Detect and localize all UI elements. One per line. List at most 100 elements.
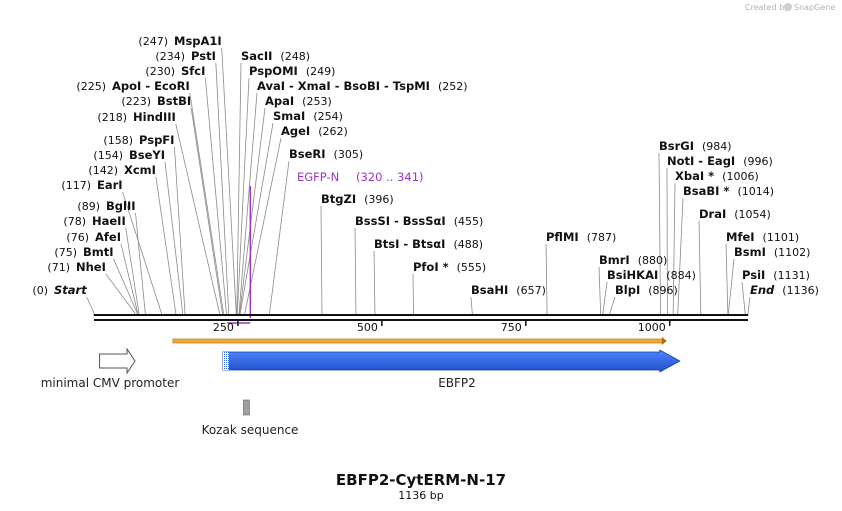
site-name-eari: EarI [97, 178, 123, 192]
site-apai[interactable]: ApaI (253) [265, 94, 332, 108]
site-leader-bseyi [164, 161, 184, 314]
site-name-pspomi: PspOMI [249, 64, 298, 78]
site-apoi[interactable]: ApoI - EcoRI (225) [76, 79, 189, 93]
site-pos-bstbi: (223) [121, 95, 151, 108]
site-pos-bsrgi: (984) [702, 140, 732, 153]
site-bsmi[interactable]: BsmI (1102) [734, 245, 810, 259]
feature-label-cmv: minimal CMV promoter [41, 376, 180, 390]
site-mspa1i[interactable]: MspA1I (247) [138, 34, 221, 48]
site-leader-apoi [189, 92, 224, 314]
snapgene-credit: Created by SnapGene [745, 3, 835, 12]
site-nhei[interactable]: NheI (71) [47, 260, 105, 274]
site-bmri[interactable]: BmrI (880) [599, 253, 667, 267]
site-name-psti: PstI [191, 49, 216, 63]
site-leader-hindiii [175, 123, 220, 314]
site-bglii[interactable]: BglII (89) [77, 199, 135, 213]
site-bsrgi[interactable]: BsrGI (984) [659, 139, 732, 153]
promoter-arrow-icon [99, 347, 136, 375]
credit-prefix: Created by [745, 3, 789, 12]
site-bseri[interactable]: BseRI (305) [289, 147, 363, 161]
site-name-bsahi: BsaHI [471, 283, 508, 297]
site-pos-end: (1136) [782, 284, 819, 297]
site-drai[interactable]: DraI (1054) [699, 207, 771, 221]
site-name-bseri: BseRI [289, 147, 326, 161]
site-bsihkai[interactable]: BsiHKAI (884) [607, 268, 696, 282]
site-afei[interactable]: AfeI (76) [66, 230, 121, 244]
site-leader-eari [122, 191, 162, 314]
site-pspfi[interactable]: PspFI (158) [103, 133, 174, 147]
axis-ticks: 250 500 750 1000 [213, 320, 671, 334]
site-btsi[interactable]: BtsI - BtsαI (488) [374, 237, 483, 251]
site-eari[interactable]: EarI (117) [61, 178, 122, 192]
site-pfoi[interactable]: PfoI * (555) [413, 260, 486, 274]
orf-bar[interactable] [172, 337, 667, 345]
feature-ebfp2[interactable]: EBFP2 [222, 349, 681, 390]
site-name-pflmi: PflMI [546, 230, 579, 244]
site-xbai[interactable]: XbaI * (1006) [675, 169, 759, 183]
site-name-pfoi: PfoI * [413, 260, 449, 274]
site-name-mfei: MfeI [726, 230, 755, 244]
site-bsabi[interactable]: BsaBI * (1014) [683, 184, 774, 198]
feature-cmv-promoter[interactable]: minimal CMV promoter [41, 347, 180, 390]
site-sacii[interactable]: SacII (248) [241, 49, 310, 63]
site-bsahi[interactable]: BsaHI (657) [471, 283, 546, 297]
site-btgzi[interactable]: BtgZI (396) [321, 192, 394, 206]
site-pos-bsihkai: (884) [666, 269, 696, 282]
site-leader-apai [239, 107, 266, 314]
site-agei[interactable]: AgeI (262) [281, 124, 348, 138]
primer-marker [227, 186, 252, 324]
site-pos-start: (0) [32, 284, 48, 297]
snapgene-logo-icon [784, 3, 792, 11]
site-end[interactable]: End (1136) [750, 283, 819, 297]
site-start[interactable]: Start (0) [32, 283, 87, 297]
site-leader-bsmi [728, 258, 735, 314]
site-avai[interactable]: AvaI - XmaI - BsoBI - TspMI (252) [257, 79, 468, 93]
axis-tick-label-500: 500 [357, 321, 378, 334]
feature-kozak[interactable]: Kozak sequence [202, 399, 299, 437]
site-pflmi[interactable]: PflMI (787) [546, 230, 616, 244]
site-pos-psii: (1131) [773, 269, 810, 282]
axis-tick-label-250: 250 [213, 321, 234, 334]
site-bseyi[interactable]: BseYI (154) [93, 148, 165, 162]
site-name-smai: SmaI [273, 109, 305, 123]
site-pos-xcmi: (142) [88, 164, 118, 177]
site-psti[interactable]: PstI (234) [155, 49, 215, 63]
primer-egfp-n[interactable]: EGFP-N (320 .. 341) [227, 170, 424, 324]
site-bstbi[interactable]: BstBI (223) [121, 94, 191, 108]
feature-label-ebfp2: EBFP2 [438, 376, 476, 390]
site-name-apoi: ApoI - EcoRI [112, 79, 190, 93]
site-noti[interactable]: NotI - EagI (996) [667, 154, 773, 168]
site-leader-xbai [672, 182, 676, 314]
site-leader-end [747, 296, 751, 314]
site-hindiii[interactable]: HindIII (218) [97, 110, 175, 124]
site-leader-bsabi [677, 197, 684, 314]
site-leader-mfei [725, 243, 729, 314]
site-pos-bmti: (75) [54, 246, 77, 259]
site-mfei[interactable]: MfeI (1101) [726, 230, 799, 244]
primer-range: (320 .. 341) [356, 170, 424, 184]
site-sfci[interactable]: SfcI (230) [145, 64, 205, 78]
site-psii[interactable]: PsiI (1131) [742, 268, 810, 282]
site-pos-avai: (252) [438, 80, 468, 93]
primer-name: EGFP-N [297, 170, 339, 184]
site-pos-btgzi: (396) [364, 193, 394, 206]
site-name-hindiii: HindIII [133, 110, 176, 124]
site-pos-sacii: (248) [280, 50, 310, 63]
site-smai[interactable]: SmaI (254) [273, 109, 343, 123]
site-pos-drai: (1054) [734, 208, 771, 221]
site-pos-haeii: (78) [63, 215, 86, 228]
site-bsssi[interactable]: BssSI - BssSαI (455) [355, 214, 483, 228]
site-pspomi[interactable]: PspOMI (249) [249, 64, 335, 78]
site-xcmi[interactable]: XcmI (142) [88, 163, 156, 177]
site-bmti[interactable]: BmtI (75) [54, 245, 113, 259]
site-leader-psii [741, 281, 746, 314]
site-name-end: End [750, 283, 775, 297]
site-haeii[interactable]: HaeII (78) [63, 214, 125, 228]
site-blpi[interactable]: BlpI (896) [615, 283, 678, 297]
site-name-bsssi: BssSI - BssSαI [355, 214, 446, 228]
feature-label-kozak: Kozak sequence [202, 423, 299, 437]
site-pos-hindiii: (218) [97, 111, 127, 124]
site-name-drai: DraI [699, 207, 726, 221]
axis-tick-label-1000: 1000 [638, 321, 666, 334]
